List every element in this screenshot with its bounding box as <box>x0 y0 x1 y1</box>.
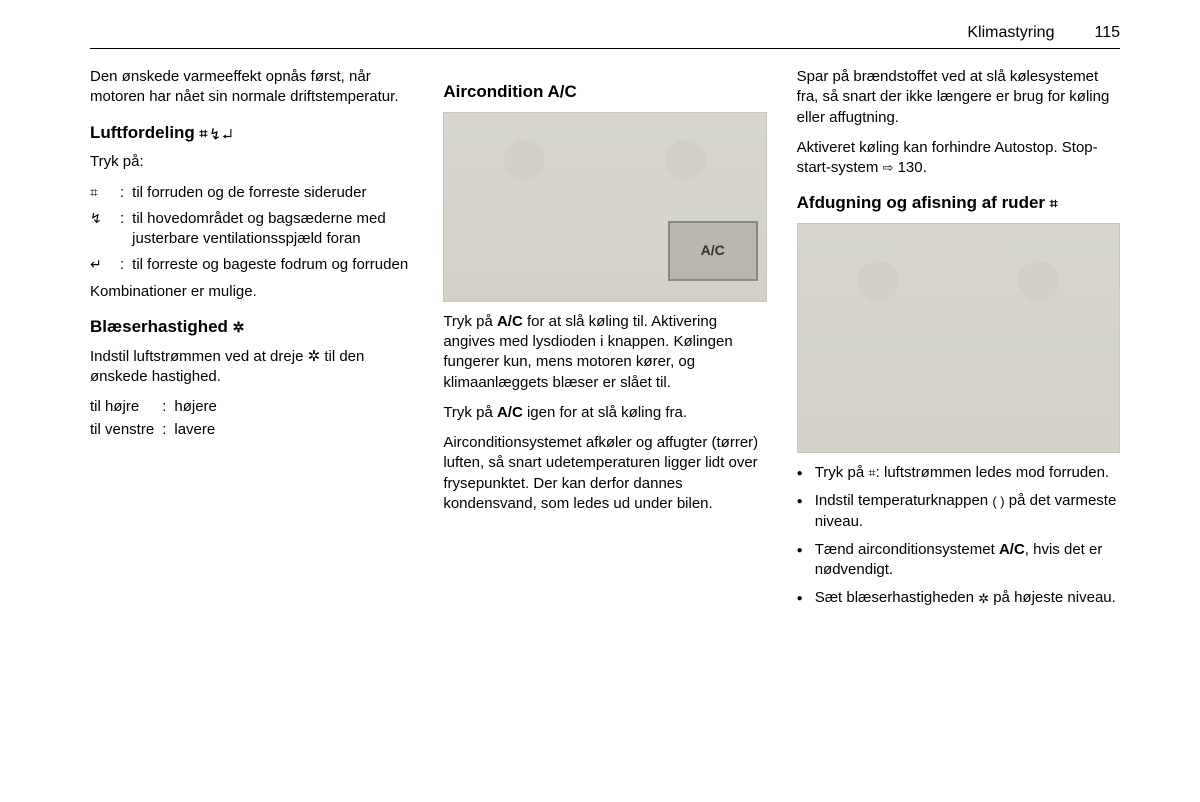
defog-max-icon: ⌗ <box>1050 195 1058 211</box>
fan-icon: ✲ <box>233 319 245 335</box>
heading-defog: Afdugning og afisning af ruder ⌗ <box>797 192 1120 215</box>
heading-aircondition: Aircondition A/C <box>443 81 766 104</box>
page: Klimastyring 115 Den ønskede varmeeffekt… <box>0 0 1200 641</box>
ac-bold: A/C <box>497 313 523 330</box>
airflow-icons: ⌗ ↯ ↵ <box>200 125 233 141</box>
heading-luftfordeling: Luftfordeling ⌗ ↯ ↵ <box>90 122 413 145</box>
text: Indstil temperaturknappen <box>815 492 993 509</box>
ac-bold: A/C <box>497 404 523 421</box>
intro-paragraph: Den ønskede varmeeffekt opnås først, når… <box>90 67 413 108</box>
content-columns: Den ønskede varmeeffekt opnås først, når… <box>90 67 1120 617</box>
column-3: Spar på brændstoffet ved at slå kølesyst… <box>797 67 1120 617</box>
heading-text: Afdugning og afisning af ruder <box>797 193 1050 212</box>
row-label: til højre <box>90 397 154 417</box>
text: Tryk på <box>443 313 497 330</box>
text: Tænd airconditionsystemet <box>815 541 999 558</box>
airflow-text-2: til hovedområdet og bagsæderne med juste… <box>132 209 413 250</box>
airflow-text-3: til forreste og bageste fodrum og forrud… <box>132 255 413 275</box>
defog-bullet-list: Tryk på ⌗: luftstrømmen ledes mod forrud… <box>797 463 1120 609</box>
combinations-note: Kombinationer er mulige. <box>90 282 413 302</box>
xref-arrow-icon: ⇨ <box>883 159 894 177</box>
header-page-number: 115 <box>1094 24 1120 42</box>
heading-blaeser: Blæserhastighed ✲ <box>90 316 413 339</box>
fuel-save-para: Spar på brændstoffet ved at slå kølesyst… <box>797 67 1120 128</box>
temp-knob-icon: ( ) <box>992 493 1004 511</box>
text: Tryk på <box>815 464 869 481</box>
text: Sæt blæserhastigheden <box>815 589 978 606</box>
airflow-row-3: ↵ : til forreste og bageste fodrum og fo… <box>90 255 413 275</box>
text: : luftstrømmen ledes mod forruden. <box>876 464 1109 481</box>
airflow-row-1: ⌗ : til forruden og de forreste siderude… <box>90 183 413 203</box>
blaeser-table: til højre : højere til venstre : lavere <box>90 397 413 440</box>
column-1: Den ønskede varmeeffekt opnås først, når… <box>90 67 413 617</box>
colon: : <box>120 183 124 203</box>
ac-bold: A/C <box>999 541 1025 558</box>
row-value: højere <box>174 397 413 417</box>
ac-para-1: Tryk på A/C for at slå køling til. Aktiv… <box>443 312 766 393</box>
defog-console-image <box>797 223 1120 453</box>
ac-para-2: Tryk på A/C igen for at slå køling fra. <box>443 403 766 423</box>
fan-icon: ✲ <box>978 590 989 608</box>
tryk-pa-label: Tryk på: <box>90 152 413 172</box>
bullet-text: Tænd airconditionsystemet A/C, hvis det … <box>815 540 1120 581</box>
ac-button-callout: A/C <box>668 221 758 281</box>
ac-console-image: A/C <box>443 112 766 302</box>
colon: : <box>162 420 166 440</box>
colon: : <box>120 209 124 250</box>
bullet-3: Tænd airconditionsystemet A/C, hvis det … <box>797 540 1120 581</box>
text: Tryk på <box>443 404 497 421</box>
face-vent-icon: ↯ <box>90 209 112 250</box>
ac-para-3: Airconditionsystemet afkøler og affugter… <box>443 433 766 514</box>
airflow-row-2: ↯ : til hovedområdet og bagsæderne med j… <box>90 209 413 250</box>
header-title: Klimastyring <box>967 24 1054 42</box>
bullet-text: Indstil temperaturknappen ( ) på det var… <box>815 491 1120 532</box>
heading-text: Blæserhastighed <box>90 317 233 336</box>
footwell-icon: ↵ <box>90 255 112 275</box>
bullet-1: Tryk på ⌗: luftstrømmen ledes mod forrud… <box>797 463 1120 483</box>
column-2: Aircondition A/C A/C Tryk på A/C for at … <box>443 67 766 617</box>
blaeser-body: Indstil luftstrømmen ved at dreje ✲ til … <box>90 347 413 388</box>
colon: : <box>120 255 124 275</box>
bullet-text: Tryk på ⌗: luftstrømmen ledes mod forrud… <box>815 463 1109 483</box>
airflow-text-1: til forruden og de forreste sideruder <box>132 183 413 203</box>
defog-icon: ⌗ <box>868 464 875 482</box>
text: Aktiveret køling kan forhindre Autostop.… <box>797 139 1098 176</box>
autostop-para: Aktiveret køling kan forhindre Autostop.… <box>797 138 1120 179</box>
bullet-4: Sæt blæserhastigheden ✲ på højeste nivea… <box>797 588 1120 608</box>
page-header: Klimastyring 115 <box>90 24 1120 49</box>
bullet-2: Indstil temperaturknappen ( ) på det var… <box>797 491 1120 532</box>
row-value: lavere <box>174 420 413 440</box>
row-label: til venstre <box>90 420 154 440</box>
heading-text: Luftfordeling <box>90 123 200 142</box>
text: igen for at slå køling fra. <box>523 404 687 421</box>
text: 130. <box>893 159 926 176</box>
bullet-text: Sæt blæserhastigheden ✲ på højeste nivea… <box>815 588 1116 608</box>
colon: : <box>162 397 166 417</box>
windshield-icon: ⌗ <box>90 183 112 203</box>
text: på højeste niveau. <box>989 589 1116 606</box>
